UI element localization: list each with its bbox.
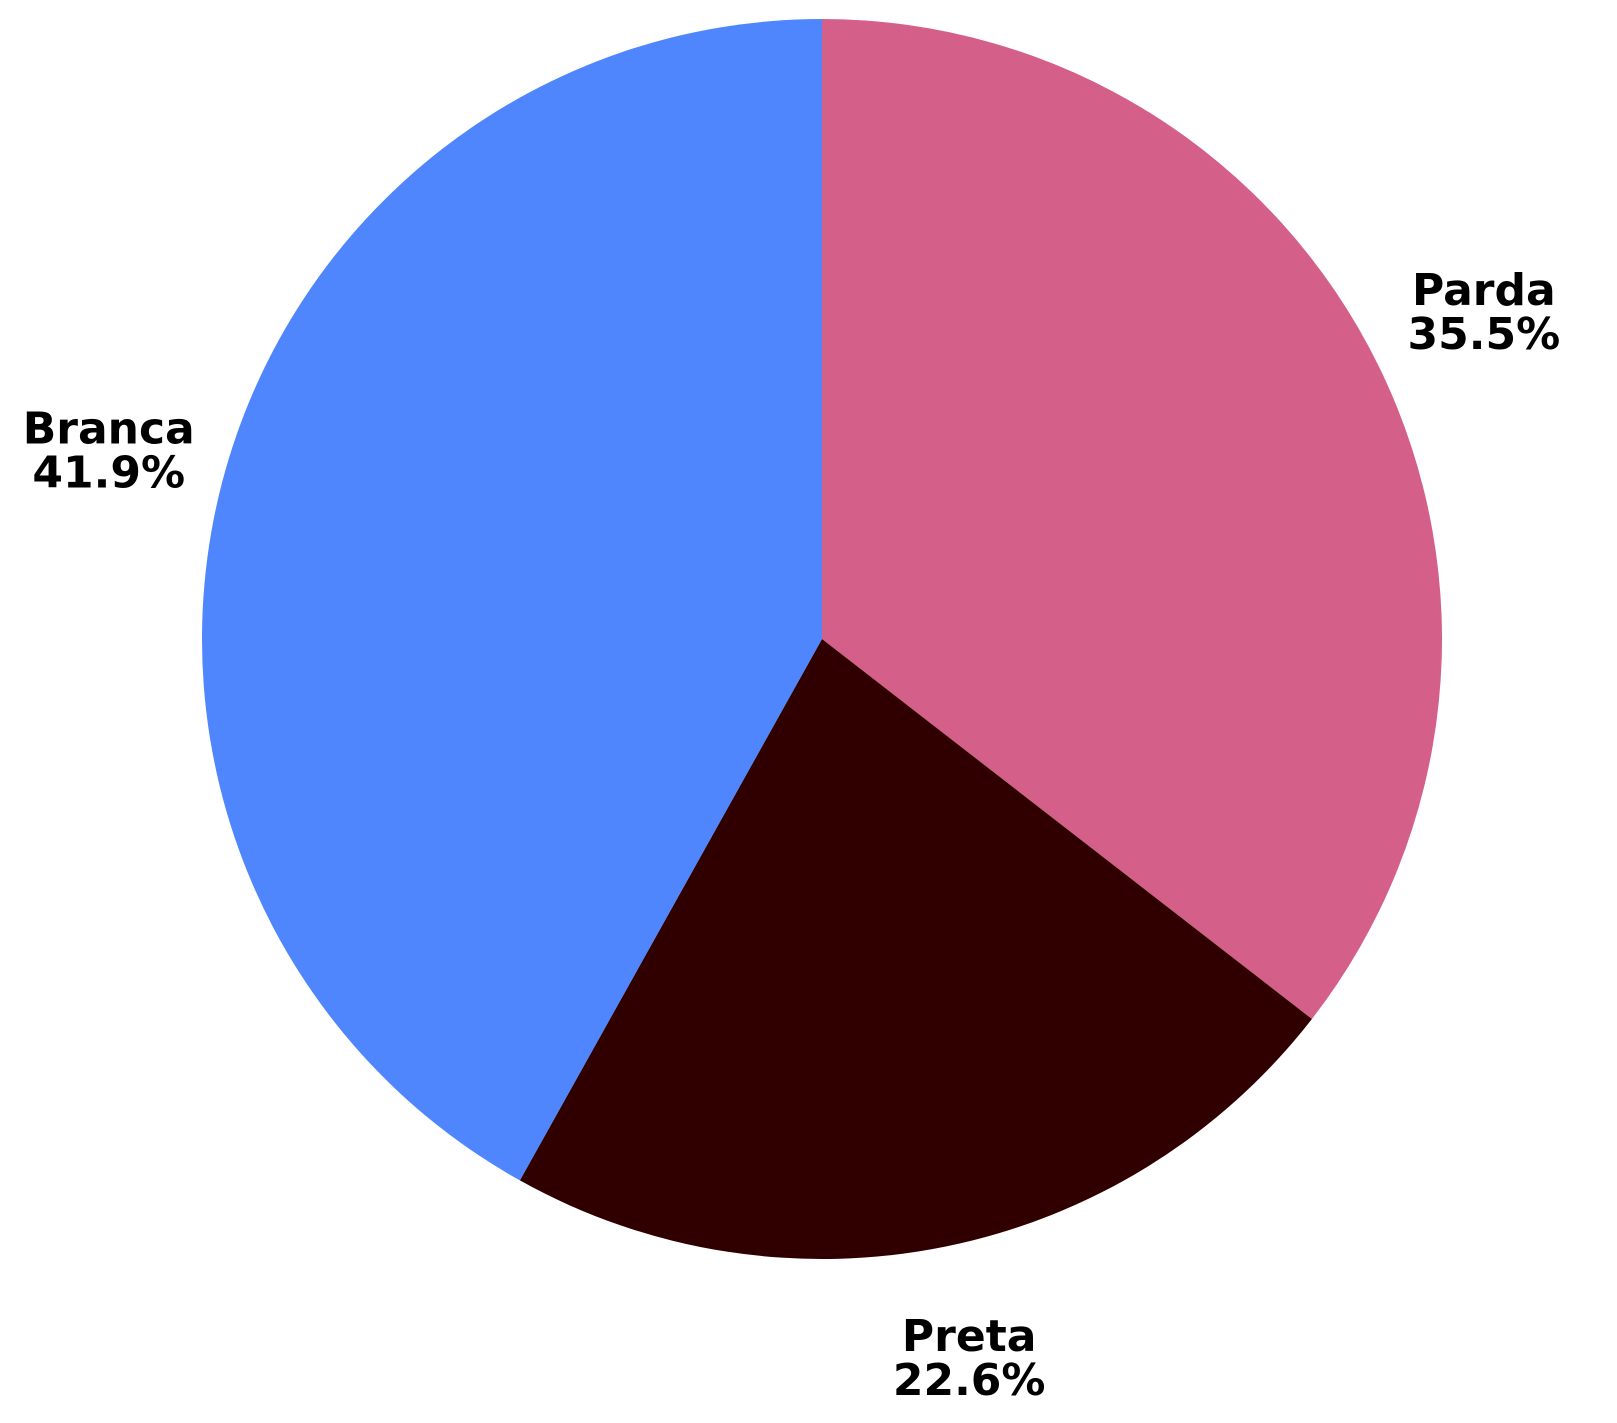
pie-slice <box>519 639 1312 1259</box>
slice-value-label: 22.6% <box>893 1355 1046 1406</box>
pie-slice <box>822 19 1442 1020</box>
slice-label: Branca <box>23 403 195 454</box>
slice-label: Preta <box>902 1311 1037 1362</box>
slice-value-label: 41.9% <box>32 447 185 498</box>
pie-slice <box>201 19 822 1181</box>
slice-label: Parda <box>1412 265 1556 316</box>
slice-value-label: 35.5% <box>1408 309 1561 360</box>
